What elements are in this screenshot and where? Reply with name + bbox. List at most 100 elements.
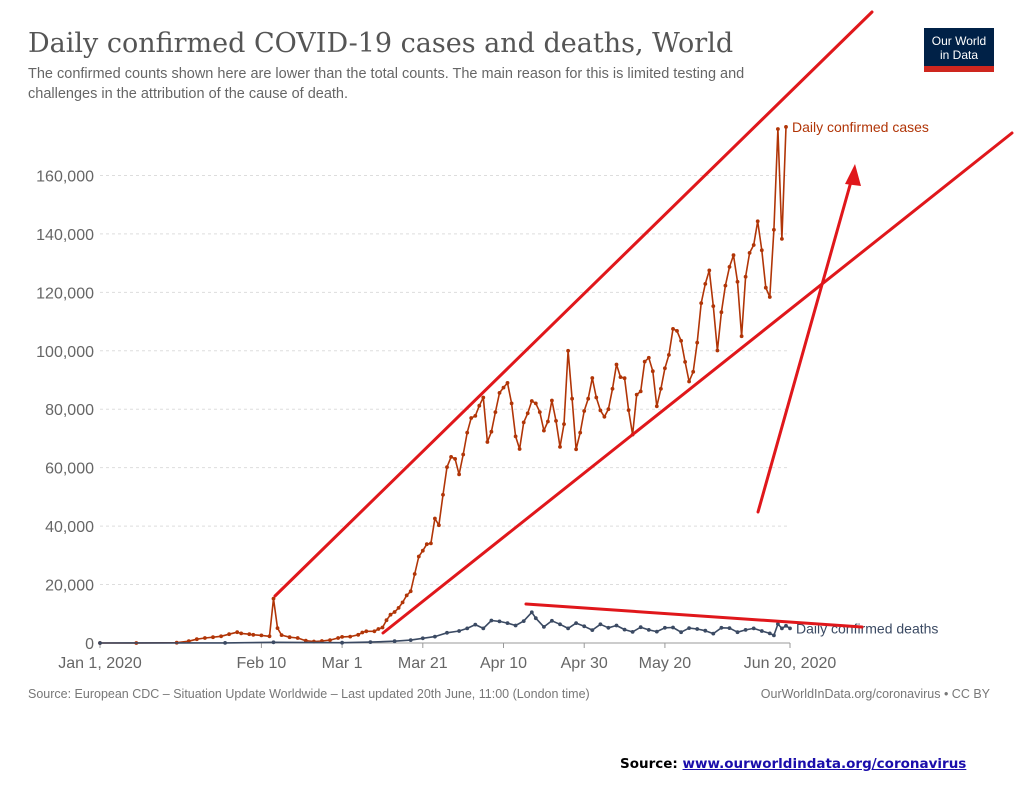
x-tick-label: Apr 10 [480, 655, 527, 672]
data-point [465, 626, 470, 631]
owid-logo[interactable]: Our World in Data [924, 28, 994, 72]
series-label-0: Daily confirmed cases [792, 119, 929, 135]
data-point [566, 348, 570, 353]
data-point [618, 375, 623, 379]
data-point [784, 623, 788, 628]
data-point [433, 516, 437, 521]
x-tick-label: Jan 1, 2020 [58, 655, 142, 672]
data-point [529, 399, 534, 403]
data-point [695, 627, 700, 631]
data-point [509, 401, 514, 406]
x-tick-label: May 20 [639, 655, 692, 672]
data-point [441, 492, 445, 497]
chart-subtitle-line-1: The confirmed counts shown here are lowe… [28, 66, 744, 82]
data-point [683, 360, 687, 364]
data-point [719, 310, 724, 315]
data-point [667, 353, 671, 357]
data-point [598, 622, 603, 627]
data-point [449, 455, 453, 459]
data-point [776, 622, 780, 626]
data-point [461, 452, 466, 457]
data-point [566, 626, 570, 631]
data-point [606, 407, 611, 412]
y-tick-label: 160,000 [36, 168, 94, 185]
data-point [630, 630, 635, 634]
y-tick-label: 0 [85, 636, 94, 653]
data-point [582, 409, 587, 413]
data-point [420, 636, 425, 641]
data-point [521, 619, 526, 623]
y-tick-label: 120,000 [36, 285, 94, 302]
data-point [558, 445, 562, 449]
data-point [529, 610, 534, 615]
data-point [445, 630, 449, 635]
x-tick-label: Feb 10 [236, 655, 286, 672]
data-point [537, 410, 542, 414]
data-point [747, 251, 752, 255]
data-point [336, 636, 340, 640]
page-source: Source: www.ourworldindata.org/coronavir… [620, 756, 966, 772]
data-point [279, 633, 284, 637]
credit-note[interactable]: OurWorldInData.org/coronavirus • CC BY [761, 687, 991, 701]
data-point [719, 625, 724, 630]
data-point [368, 640, 373, 644]
data-point [457, 472, 461, 477]
data-point [493, 410, 498, 414]
data-point [445, 465, 449, 469]
data-point [671, 625, 675, 630]
data-point [598, 408, 603, 413]
data-point [679, 630, 683, 635]
data-point [271, 640, 276, 645]
data-point [687, 379, 691, 384]
data-point [659, 386, 663, 391]
data-point [582, 624, 587, 629]
data-point [727, 265, 732, 269]
data-point [485, 440, 490, 444]
data-point [420, 548, 425, 553]
data-point [98, 641, 102, 645]
data-point [699, 301, 704, 305]
chart-subtitle-line-2: challenges in the attribution of the cau… [28, 86, 348, 102]
data-point [646, 355, 651, 360]
data-point [767, 631, 772, 636]
y-tick-label: 60,000 [45, 461, 94, 478]
data-point [759, 248, 764, 253]
data-point [687, 626, 691, 630]
page-source-label: Source: [620, 756, 678, 772]
data-point [784, 125, 788, 129]
owid-logo-box [924, 28, 994, 72]
data-point [711, 304, 716, 308]
data-point [396, 606, 401, 610]
data-point [348, 634, 353, 639]
page-source-link[interactable]: www.ourworldindata.org/coronavirus [682, 756, 967, 772]
data-point [497, 619, 502, 624]
data-point [525, 411, 530, 416]
x-tick-label: Apr 30 [561, 655, 608, 672]
data-point [457, 629, 461, 633]
data-point [594, 395, 599, 400]
data-point [638, 625, 643, 630]
data-point [211, 635, 215, 640]
chart-title: Daily confirmed COVID-19 cases and death… [28, 28, 733, 59]
data-point [578, 430, 583, 435]
x-tick-label: Mar 1 [322, 655, 363, 672]
data-point [533, 401, 538, 406]
data-point [513, 623, 518, 628]
x-tick-label: Mar 21 [398, 655, 448, 672]
owid-logo-line-1: Our World [932, 34, 986, 48]
data-point [691, 369, 696, 374]
data-point [776, 127, 780, 131]
data-point [247, 632, 252, 637]
data-point [469, 416, 474, 420]
data-point [388, 612, 393, 617]
data-point [542, 428, 546, 433]
data-point [574, 447, 578, 452]
data-point [340, 640, 344, 645]
data-point [590, 628, 595, 632]
data-point [364, 629, 369, 634]
data-point [675, 329, 679, 333]
y-tick-label: 80,000 [45, 402, 94, 419]
data-point [751, 243, 756, 247]
deaths-trend-line [524, 602, 864, 629]
